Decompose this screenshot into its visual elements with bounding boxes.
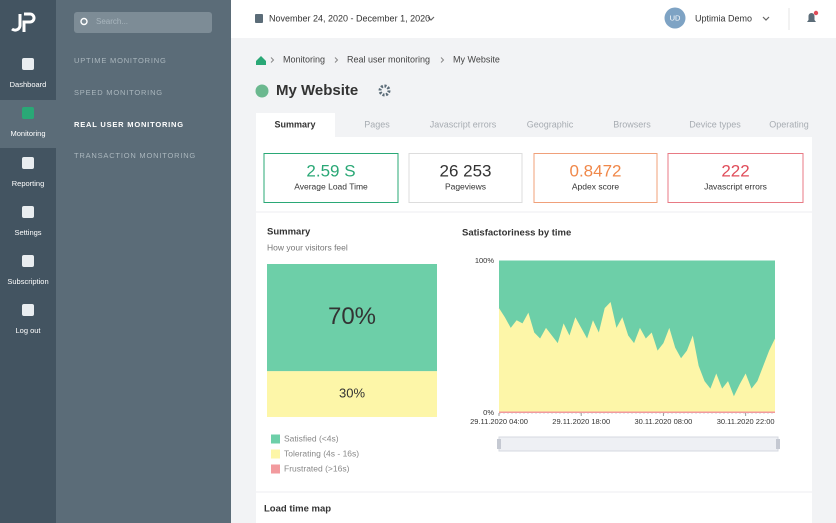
legend-swatch [271,449,280,459]
nav-label[interactable]: Settings [14,228,41,237]
section-title: Load time map [264,504,331,515]
x-tick-label: 29.11.2020 04:00 [470,417,528,426]
stat-card [408,153,523,203]
search-placeholder[interactable]: Search... [96,17,128,26]
nav-label[interactable]: Reporting [12,179,45,188]
nav-label[interactable]: Subscription [7,277,48,286]
area-fill [499,302,775,412]
nav-icon[interactable] [22,206,34,218]
legend-label: Satisfied (<4s) [284,433,339,443]
stat-value: 0.8472 [570,161,622,180]
home-icon[interactable] [256,56,266,65]
breadcrumb-item[interactable]: Real user monitoring [347,54,430,64]
x-tick-label: 29.11.2020 18:00 [552,417,610,426]
menu-sidebar [56,0,231,523]
menu-item[interactable]: SPEED MONITORING [74,88,163,97]
breadcrumb-item: My Website [453,54,500,64]
notification-dot [813,10,819,16]
x-tick-label: 30.11.2020 22:00 [717,417,775,426]
tab[interactable]: Operating [769,119,809,129]
tab[interactable]: Javascript errors [430,119,497,129]
legend-label: Frustrated (>16s) [284,463,350,473]
logo [11,12,36,32]
legend-label: Tolerating (4s - 16s) [284,448,359,458]
y-tick-label: 0% [483,408,494,417]
stat-value: 26 253 [440,161,492,180]
breadcrumb-sep [270,57,275,63]
breadcrumb-sep [440,57,445,63]
stat-label: Average Load Time [294,181,368,191]
legend-swatch [271,464,280,474]
stat-label: Apdex score [572,181,620,191]
navigator-handle[interactable] [497,439,501,449]
summary-subtitle: How your visitors feel [267,242,348,252]
stat-value: 222 [721,161,749,180]
stat-value: 2.59 S [306,161,355,180]
menu-item[interactable]: REAL USER MONITORING [74,120,184,129]
topbar [231,0,836,38]
settings-icon[interactable] [378,84,391,97]
summary-segment [267,371,437,417]
navigator-handle[interactable] [776,439,780,449]
nav-icon[interactable] [22,157,34,169]
stat-label: Javascript errors [704,181,767,191]
summary-segment [267,264,437,372]
stat-label: Pageviews [445,181,486,191]
dropdown-caret[interactable] [762,16,770,21]
avatar-initials[interactable]: UD [670,13,681,22]
dropdown-caret[interactable] [427,16,435,21]
bell-icon[interactable] [807,13,816,22]
tab[interactable]: Summary [274,119,315,129]
stat-card [667,153,804,203]
navigator[interactable] [498,436,779,452]
summary-title: Summary [267,227,311,238]
user-name[interactable]: Uptimia Demo [695,13,752,23]
date-range[interactable]: November 24, 2020 - December 1, 2020 [269,13,430,23]
calendar-icon [255,14,263,23]
nav-icon[interactable] [22,107,34,119]
stat-card [533,153,658,203]
active-tab-bg[interactable] [256,113,335,137]
breadcrumb-item[interactable]: Monitoring [283,54,325,64]
chart-title: Satisfactoriness by time [462,228,571,239]
tab[interactable]: Device types [689,119,741,129]
tab[interactable]: Pages [364,119,390,129]
page-title: My Website [276,82,358,99]
search-icon [80,17,88,26]
nav-label[interactable]: Monitoring [10,129,45,138]
nav-label[interactable]: Dashboard [10,80,47,89]
avatar[interactable] [664,7,686,29]
menu-item[interactable]: UPTIME MONITORING [74,56,167,65]
tab[interactable]: Geographic [527,119,574,129]
nav-icon[interactable] [22,58,34,70]
nav-label[interactable]: Log out [15,326,41,335]
breadcrumb-sep [334,57,339,63]
tab[interactable]: Browsers [613,119,651,129]
status-icon [255,84,269,98]
legend-swatch [271,434,280,444]
nav-icon[interactable] [22,304,34,316]
x-tick-label: 30.11.2020 08:00 [635,417,693,426]
search-box[interactable] [74,12,212,33]
segment-label: 30% [339,385,365,400]
segment-label: 70% [328,303,376,330]
y-tick-label: 100% [475,256,495,265]
stat-card [263,153,399,203]
menu-item[interactable]: TRANSACTION MONITORING [74,151,196,160]
nav-icon[interactable] [22,255,34,267]
area-fill [499,261,775,397]
